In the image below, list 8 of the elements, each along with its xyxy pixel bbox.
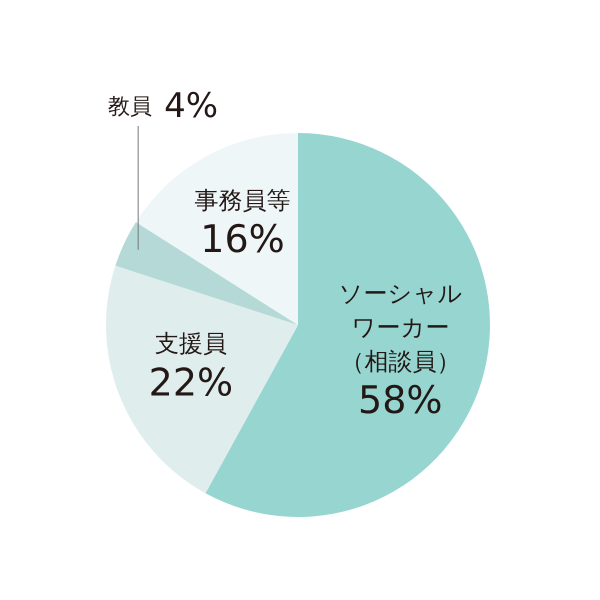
data-label: 4% — [164, 86, 218, 126]
slice-label: 支援員 — [154, 330, 227, 358]
data-label: 16% — [200, 216, 285, 261]
data-label: 22% — [148, 360, 234, 404]
slice-label: ソーシャルワーカー（相談員） — [338, 279, 462, 376]
data-label: 58% — [358, 378, 443, 422]
slice-label: 教員 — [108, 94, 152, 120]
slice-label: 事務員等 — [194, 186, 290, 214]
